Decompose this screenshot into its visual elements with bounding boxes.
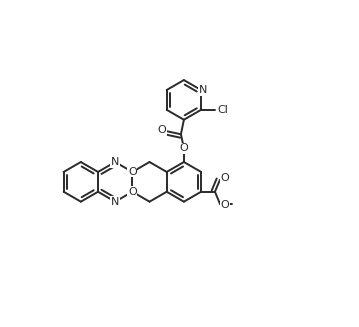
Text: N: N — [199, 85, 207, 95]
Text: O: O — [180, 143, 188, 153]
Text: N: N — [111, 157, 120, 167]
Text: O: O — [128, 187, 137, 197]
Text: N: N — [111, 197, 120, 207]
Text: O: O — [220, 173, 229, 183]
Text: Cl: Cl — [218, 105, 228, 115]
Text: O: O — [220, 200, 229, 210]
Text: O: O — [158, 125, 167, 135]
Text: O: O — [128, 167, 137, 177]
